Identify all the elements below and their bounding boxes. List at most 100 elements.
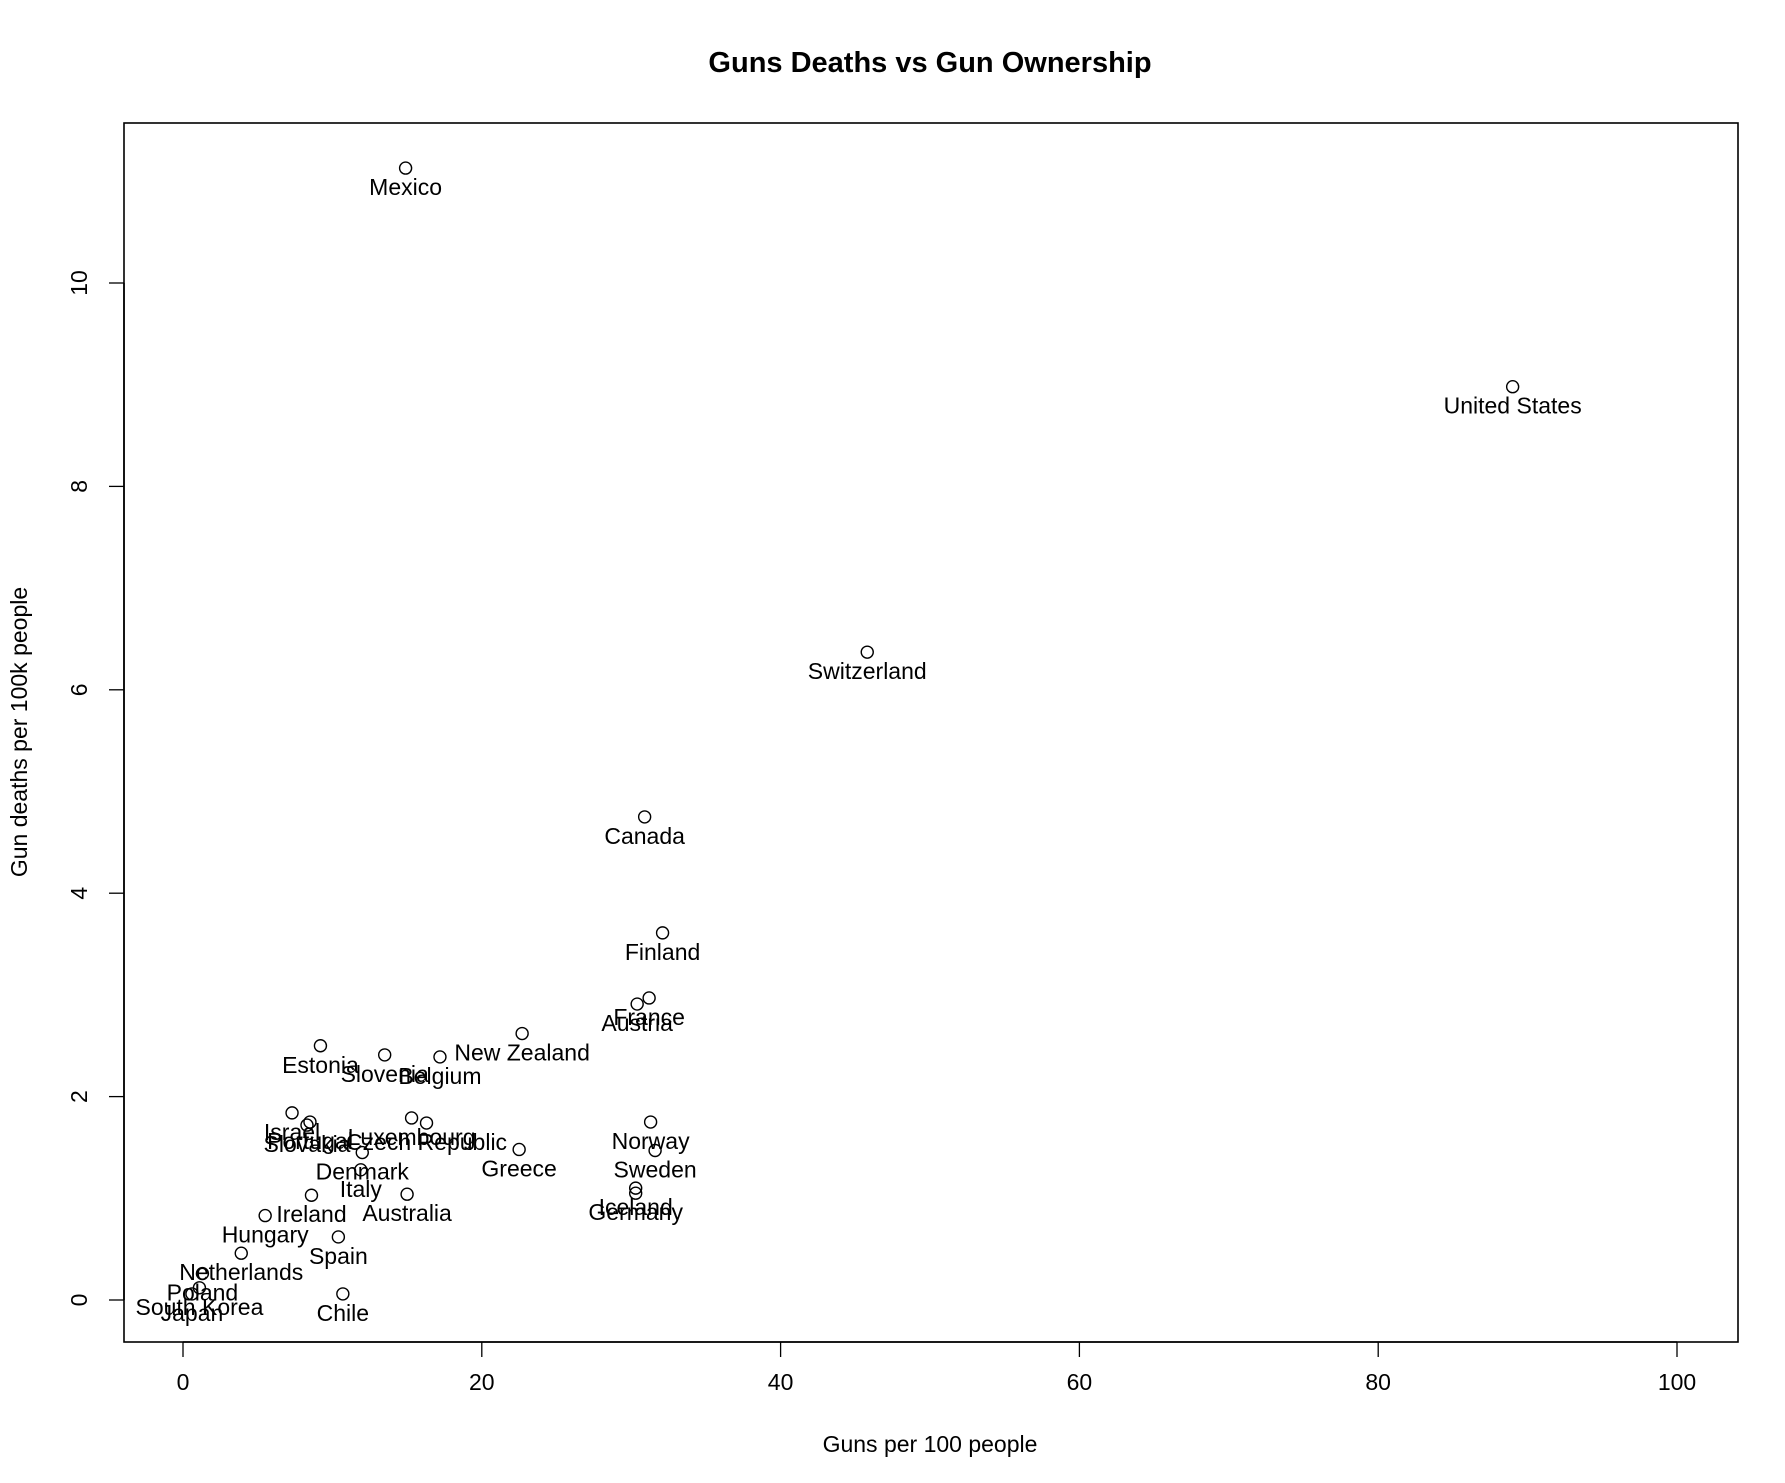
point-marker <box>285 1106 299 1120</box>
point-label: Italy <box>340 1176 383 1202</box>
point-label: South Korea <box>135 1294 263 1320</box>
data-point: Chile <box>317 1287 369 1326</box>
point-label: Ireland <box>276 1201 346 1227</box>
data-point: Israel <box>264 1106 320 1145</box>
data-point: Finland <box>625 926 700 965</box>
data-point: Belgium <box>398 1050 482 1089</box>
point-marker <box>630 997 644 1011</box>
x-axis: 0 20 40 60 80 100 <box>177 1341 1696 1395</box>
data-point: Japan <box>161 1287 224 1326</box>
data-point: Ireland <box>276 1188 347 1227</box>
point-marker <box>628 1186 643 1200</box>
point-label: Netherlands <box>179 1259 303 1285</box>
point-label: Portugal <box>267 1128 353 1154</box>
point-marker <box>300 1118 314 1132</box>
data-point: Greece <box>481 1142 557 1181</box>
y-tick-label: 2 <box>66 1090 92 1103</box>
point-marker <box>1505 380 1520 394</box>
x-tick-label: 60 <box>1067 1369 1093 1395</box>
point-marker <box>515 1026 529 1041</box>
y-axis-label: Gun deaths per 100k people <box>6 587 32 877</box>
point-marker <box>354 1163 368 1177</box>
point-label: Greece <box>481 1155 556 1181</box>
data-point: Sweden <box>614 1143 697 1183</box>
point-marker <box>304 1188 319 1202</box>
point-label: Belgium <box>398 1063 481 1089</box>
point-marker <box>628 1181 643 1195</box>
point-marker <box>512 1142 526 1157</box>
point-marker <box>234 1246 248 1260</box>
point-marker <box>377 1048 392 1062</box>
data-point: Slovenia <box>341 1048 429 1087</box>
x-tick-label: 100 <box>1658 1369 1696 1395</box>
data-point: Czech Republic <box>346 1116 507 1155</box>
point-label: Japan <box>161 1300 224 1326</box>
point-label: Iceland <box>599 1194 673 1220</box>
data-point: New Zealand <box>454 1026 590 1066</box>
point-label: Spain <box>309 1243 368 1269</box>
point-marker <box>355 1145 369 1160</box>
point-label: Estonia <box>282 1052 359 1078</box>
point-label: Israel <box>264 1119 320 1145</box>
point-label: Luxembourg <box>348 1124 476 1150</box>
point-label: Norway <box>612 1128 690 1154</box>
y-tick-label: 8 <box>66 480 92 493</box>
x-tick-label: 0 <box>177 1369 190 1395</box>
y-tick-label: 10 <box>66 270 92 296</box>
point-label: Austria <box>601 1010 673 1036</box>
point-label: Canada <box>604 823 685 849</box>
point-label: Finland <box>625 939 700 965</box>
data-point: Hungary <box>222 1208 309 1248</box>
data-point: Iceland <box>599 1181 673 1220</box>
point-marker <box>303 1115 317 1129</box>
point-marker <box>195 1266 210 1281</box>
data-point: Switzerland <box>808 645 927 684</box>
data-point: Spain <box>309 1230 368 1269</box>
point-label: Sweden <box>614 1157 697 1183</box>
data-point: Austria <box>601 997 673 1036</box>
point-marker <box>648 1143 662 1158</box>
point-label: Chile <box>317 1300 369 1326</box>
data-point: Italy <box>340 1163 383 1202</box>
point-label: Slovenia <box>341 1061 429 1087</box>
data-point: Germany <box>588 1186 683 1225</box>
point-marker <box>313 1039 328 1053</box>
point-label: Hungary <box>222 1222 309 1248</box>
data-point: Denmark <box>316 1145 409 1185</box>
point-label: New Zealand <box>454 1040 590 1066</box>
x-tick-label: 20 <box>469 1369 495 1395</box>
point-label: Australia <box>362 1200 452 1226</box>
point-marker <box>404 1111 419 1125</box>
point-label: Czech Republic <box>346 1129 507 1155</box>
x-tick-label: 80 <box>1365 1369 1391 1395</box>
data-points: Mexico United States Switzerland Canada Finl… <box>135 161 1582 1326</box>
point-label: France <box>613 1004 685 1030</box>
data-point: Mexico <box>369 161 442 200</box>
point-label: Germany <box>588 1199 683 1225</box>
data-point: Slovakia <box>264 1118 351 1157</box>
y-tick-label: 6 <box>66 683 92 696</box>
point-marker <box>637 810 652 824</box>
point-marker <box>398 161 413 175</box>
y-axis: 0 2 4 6 8 10 <box>66 270 125 1307</box>
data-point: Norway <box>612 1115 690 1154</box>
point-marker <box>331 1230 346 1244</box>
point-label: Slovakia <box>264 1131 351 1157</box>
data-point: Estonia <box>282 1039 359 1078</box>
data-point: Portugal <box>267 1115 353 1154</box>
data-point: Luxembourg <box>348 1111 476 1150</box>
data-point: Netherlands <box>179 1246 303 1285</box>
point-marker <box>419 1116 434 1130</box>
data-point: United States <box>1444 380 1582 419</box>
point-marker <box>336 1287 350 1301</box>
point-marker <box>643 1115 658 1129</box>
point-marker <box>433 1050 447 1064</box>
point-label: Switzerland <box>808 658 927 684</box>
point-marker <box>642 991 656 1005</box>
y-tick-label: 4 <box>66 887 92 900</box>
y-tick-label: 0 <box>66 1294 92 1307</box>
data-point: France <box>613 991 685 1030</box>
point-marker <box>258 1208 272 1223</box>
chart-title: Guns Deaths vs Gun Ownership <box>708 47 1151 79</box>
